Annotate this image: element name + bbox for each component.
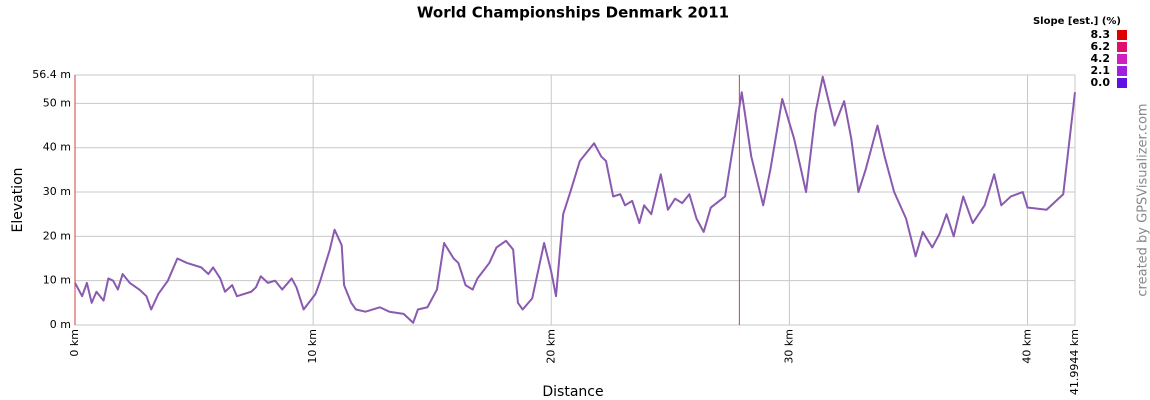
legend-title: Slope [est.] (%) [1033, 16, 1121, 27]
x-tick-label: 41.9944 km [1068, 329, 1081, 395]
y-tick-label: 30 m [43, 185, 71, 198]
y-tick-label: 56.4 m [32, 68, 71, 81]
legend-label: 4.2 [1091, 52, 1111, 65]
x-tick-label: 0 km [68, 329, 81, 357]
x-axis-label: Distance [542, 384, 603, 400]
x-tick-label: 40 km [1021, 329, 1034, 364]
legend-label: 0.0 [1091, 76, 1111, 89]
plot-area [74, 74, 1076, 326]
x-tick-label: 30 km [782, 329, 795, 364]
y-tick-label: 0 m [50, 318, 71, 331]
credit: created by GPSVisualizer.com [1136, 103, 1150, 296]
legend-swatch [1117, 30, 1127, 40]
chart-title: World Championships Denmark 2011 [417, 4, 729, 22]
legend-label: 8.3 [1091, 28, 1111, 41]
legend-swatch [1117, 78, 1127, 88]
x-tick-label: 10 km [306, 329, 319, 364]
y-tick-label: 10 m [43, 274, 71, 287]
legend-label: 2.1 [1091, 64, 1111, 77]
legend-swatch [1117, 54, 1127, 64]
x-tick-label: 20 km [544, 329, 557, 364]
y-axis-label: Elevation [10, 167, 26, 232]
legend-label: 6.2 [1091, 40, 1111, 53]
y-tick-label: 20 m [43, 229, 71, 242]
legend-swatch [1117, 66, 1127, 76]
legend-swatch [1117, 42, 1127, 52]
elevation-line [74, 75, 1076, 324]
y-tick-label: 40 m [43, 141, 71, 154]
y-tick-label: 50 m [43, 96, 71, 109]
